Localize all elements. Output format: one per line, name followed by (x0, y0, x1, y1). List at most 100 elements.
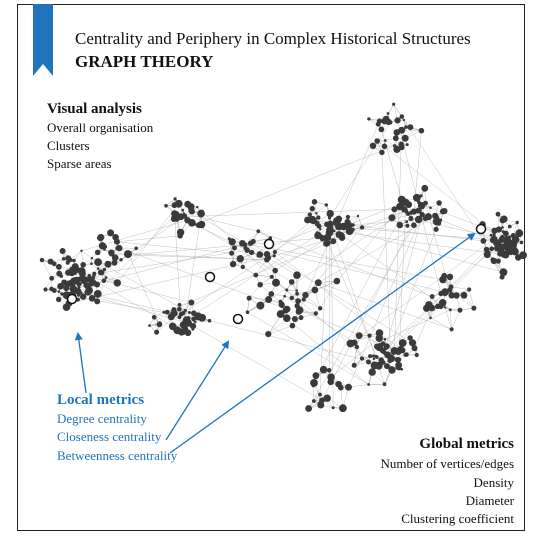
node (90, 256, 94, 260)
node (429, 316, 432, 320)
node (111, 254, 119, 261)
node (486, 250, 491, 255)
node (379, 149, 385, 156)
node (429, 294, 435, 299)
node (371, 354, 376, 358)
node (302, 291, 309, 299)
node (480, 238, 487, 244)
node (330, 238, 337, 245)
node (392, 144, 397, 148)
node (295, 289, 299, 292)
node (367, 383, 370, 386)
node (285, 288, 289, 292)
node (318, 392, 322, 397)
node (207, 318, 212, 323)
node (272, 254, 276, 258)
node (414, 215, 423, 224)
node (94, 283, 98, 287)
node (111, 259, 118, 266)
node (420, 204, 423, 208)
node (513, 244, 517, 249)
node (372, 357, 376, 361)
node (367, 333, 372, 338)
node (288, 279, 295, 285)
node (383, 139, 387, 142)
node (375, 121, 381, 127)
node (374, 138, 381, 144)
node (181, 208, 185, 212)
node (335, 380, 342, 388)
node (405, 210, 409, 215)
node (314, 231, 322, 240)
node (398, 339, 407, 347)
node (272, 249, 277, 255)
node (265, 331, 272, 338)
node (107, 229, 115, 237)
node (104, 276, 108, 280)
node (94, 258, 102, 266)
node (385, 118, 392, 126)
node (393, 145, 401, 153)
node (392, 135, 399, 142)
node (116, 244, 123, 252)
global-item: Density (474, 475, 515, 490)
node (384, 363, 390, 370)
network-graph (39, 102, 527, 413)
node (265, 296, 273, 303)
node (177, 328, 186, 336)
node (509, 240, 515, 246)
node (447, 287, 453, 293)
visual-item: Sparse areas (47, 156, 112, 171)
node (495, 211, 501, 217)
node (515, 250, 519, 254)
node (409, 210, 414, 215)
node (57, 290, 61, 293)
node (449, 327, 454, 332)
highlight-node (66, 293, 78, 305)
node (457, 307, 463, 313)
node (331, 406, 335, 410)
node (500, 235, 505, 240)
node (408, 339, 417, 347)
node (289, 322, 296, 329)
node (495, 258, 501, 264)
node (489, 246, 495, 252)
node (65, 255, 72, 262)
title: GRAPH THEORY (75, 52, 213, 71)
node (319, 397, 325, 404)
node (289, 295, 294, 301)
node (405, 223, 410, 228)
node (311, 286, 319, 294)
node (500, 215, 508, 223)
node (354, 344, 360, 350)
node (87, 273, 91, 278)
node (448, 308, 452, 312)
node (515, 229, 524, 238)
node (164, 309, 170, 315)
node (394, 347, 402, 355)
node (311, 199, 318, 205)
node (104, 260, 112, 268)
node (59, 248, 66, 254)
node (256, 253, 261, 258)
node (294, 303, 300, 309)
node (418, 127, 425, 134)
node (186, 218, 189, 221)
arrows (74, 232, 476, 454)
bookmark-ribbon (33, 4, 53, 76)
node (85, 285, 92, 292)
node (88, 295, 96, 302)
node (109, 252, 114, 257)
node (59, 274, 64, 278)
node (197, 209, 205, 218)
node (295, 291, 299, 296)
node (94, 249, 101, 256)
node (188, 311, 191, 314)
node (181, 310, 186, 316)
node (80, 262, 86, 268)
node (383, 343, 390, 350)
node (82, 272, 86, 275)
node (264, 258, 268, 262)
node (291, 316, 298, 322)
node (307, 212, 312, 217)
